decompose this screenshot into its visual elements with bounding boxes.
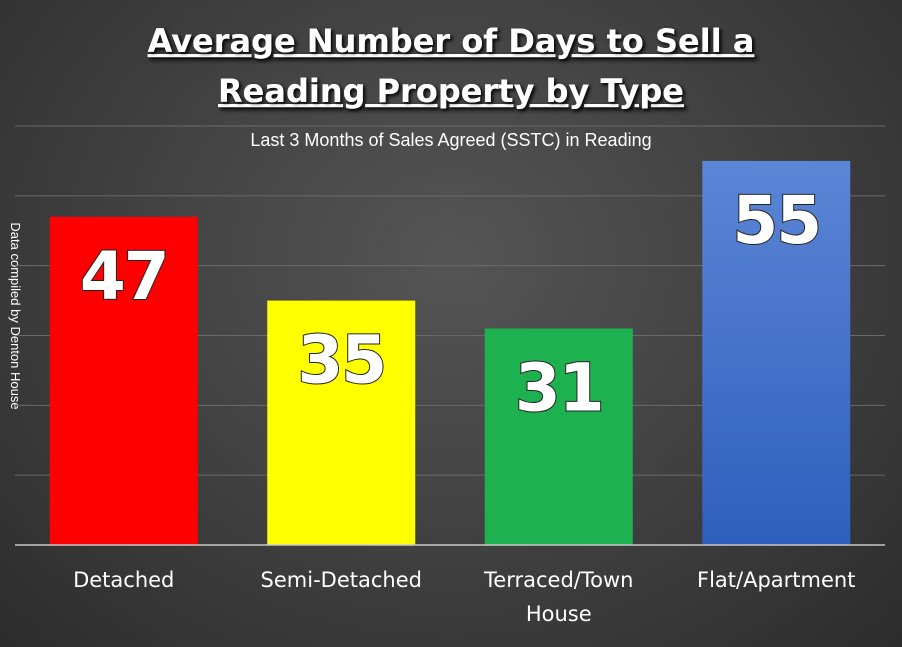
data-label: 35: [297, 322, 385, 399]
category-label: Semi-Detached: [261, 568, 422, 592]
side-note: Data compiled by Denton House: [8, 222, 23, 409]
category-labels: Detached Semi-Detached Terraced/Town House F…: [73, 568, 855, 626]
bar-detached: [49, 216, 198, 546]
bar-flat-apartment: [702, 160, 851, 545]
category-label: House: [526, 602, 592, 626]
bar-terraced-town-house: [484, 328, 633, 545]
category-label: Detached: [73, 568, 174, 592]
data-label: 55: [732, 182, 820, 259]
chart-title-line-1: Average Number of Days to Sell a: [148, 22, 755, 60]
chart-subtitle: Last 3 Months of Sales Agreed (SSTC) in …: [250, 130, 651, 150]
data-labels: 47 35 31 55: [79, 181, 823, 428]
bars: [49, 160, 851, 546]
category-label: Terraced/Town: [483, 568, 633, 592]
chart-title-line-2: Reading Property by Type: [218, 72, 684, 110]
data-label: 31: [515, 350, 603, 427]
data-label: 47: [80, 238, 168, 315]
category-label: Flat/Apartment: [697, 568, 855, 592]
bar-semi-detached: [267, 300, 416, 545]
